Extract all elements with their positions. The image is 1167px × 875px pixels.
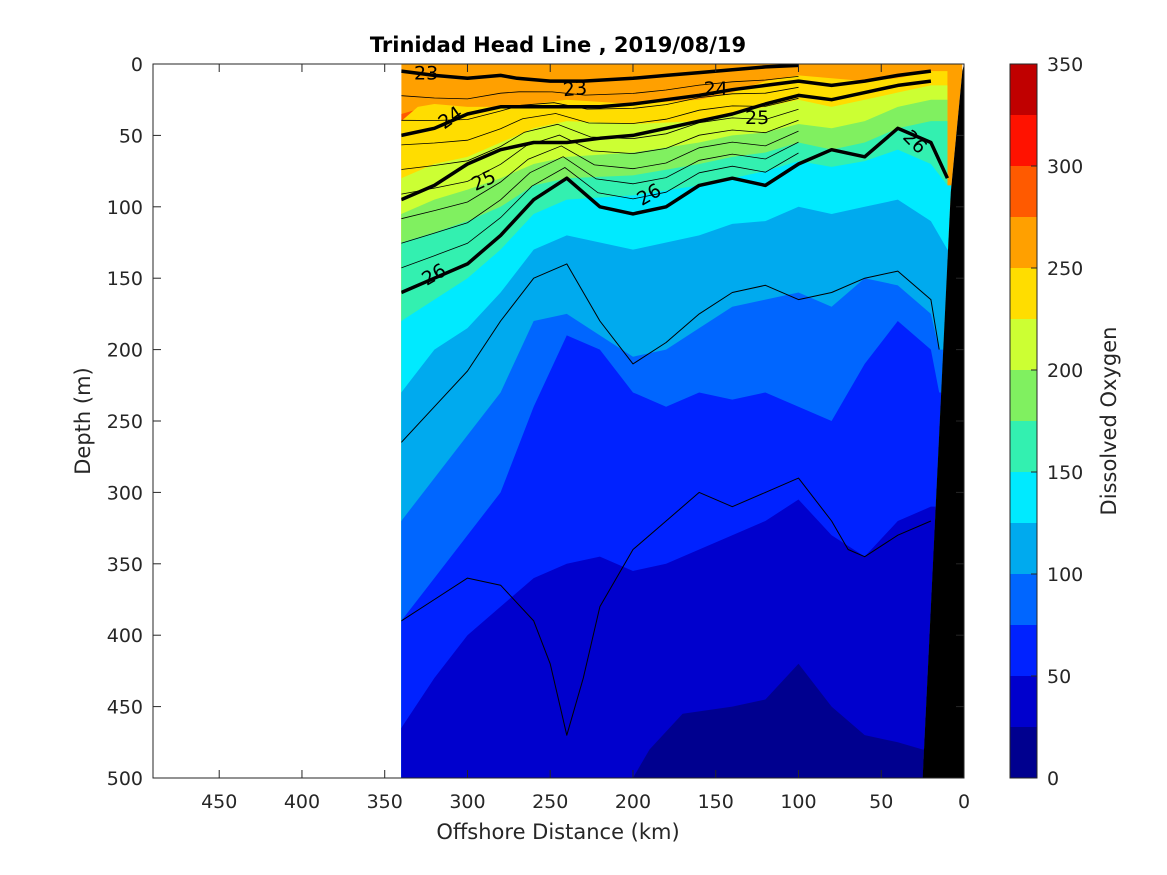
x-axis-label: Offshore Distance (km)	[436, 820, 679, 844]
colorbar-swatch	[1010, 574, 1037, 625]
y-tick-label: 250	[107, 411, 143, 433]
y-axis: 0 50 100 150 200 250 300 350 400 450 500	[107, 54, 964, 790]
colorbar-tick-label: 300	[1047, 156, 1083, 178]
chart-title: Trinidad Head Line , 2019/08/19	[370, 33, 746, 57]
x-tick-label: 50	[869, 791, 893, 813]
colorbar-swatch	[1010, 166, 1037, 217]
colorbar-tick-label: 200	[1047, 360, 1083, 382]
x-tick-label: 100	[780, 791, 816, 813]
y-tick-label: 500	[107, 768, 143, 790]
density-contour	[401, 97, 799, 146]
density-contour	[401, 64, 799, 83]
density-contour	[401, 263, 940, 443]
colorbar-swatch	[1010, 625, 1037, 676]
colorbar-swatch	[1010, 523, 1037, 574]
y-tick-label: 150	[107, 268, 143, 290]
y-tick-label: 50	[119, 125, 143, 147]
colorbar	[1009, 63, 1038, 779]
seafloor-bathymetry	[922, 64, 964, 778]
y-tick-label: 300	[107, 482, 143, 504]
y-tick-label: 100	[107, 197, 143, 219]
density-contour	[401, 108, 799, 170]
colorbar-ticks: 0 50 100 150 200 250 300 350	[1031, 54, 1083, 790]
colorbar-tick-label: 250	[1047, 258, 1083, 280]
colorbar-frame	[1009, 63, 1038, 779]
x-tick-label: 250	[532, 791, 568, 813]
contour-label: 23	[562, 77, 588, 101]
density-contour	[401, 86, 799, 121]
contour-label: 25	[745, 107, 769, 129]
colorbar-swatch	[1010, 727, 1037, 778]
y-tick-label: 200	[107, 340, 143, 362]
contour-label: 24	[704, 78, 728, 100]
density-contour	[401, 130, 799, 220]
x-axis: 450 400 350 300 250 200 150 100 50 0	[201, 64, 970, 813]
x-tick-label: 350	[367, 791, 403, 813]
colorbar-swatch	[1010, 472, 1037, 523]
density-contour	[401, 126, 949, 295]
colorbar-tick-label: 50	[1047, 666, 1071, 688]
colorbar-swatch	[1010, 268, 1037, 319]
x-tick-label: 200	[615, 791, 651, 813]
colorbar-tick-label: 150	[1047, 462, 1083, 484]
density-contour	[401, 119, 799, 195]
x-tick-label: 400	[284, 791, 320, 813]
colorbar-tick-label: 0	[1047, 768, 1059, 790]
y-axis-label: Depth (m)	[71, 367, 95, 474]
oxygen-band	[624, 663, 940, 778]
density-contour	[401, 477, 932, 736]
density-contour-lines	[401, 64, 949, 736]
y-tick-label: 0	[131, 54, 143, 76]
density-contour	[401, 69, 932, 138]
contour-label: 23	[414, 62, 438, 84]
colorbar-swatch	[1010, 319, 1037, 370]
x-tick-label: 300	[449, 791, 485, 813]
colorbar-tick-label: 350	[1047, 54, 1083, 76]
x-tick-label: 450	[201, 791, 237, 813]
y-tick-label: 400	[107, 625, 143, 647]
colorbar-swatch	[1010, 217, 1037, 268]
density-contour	[401, 76, 799, 100]
colorbar-tick-label: 100	[1047, 564, 1083, 586]
y-tick-label: 350	[107, 554, 143, 576]
colorbar-swatch	[1010, 115, 1037, 166]
density-contour	[401, 152, 799, 269]
x-tick-label: 150	[698, 791, 734, 813]
colorbar-swatch	[1010, 676, 1037, 727]
y-tick-label: 450	[107, 697, 143, 719]
x-tick-label: 0	[958, 791, 970, 813]
colorbar-swatch	[1010, 370, 1037, 421]
density-contour	[401, 79, 932, 202]
density-contour	[401, 141, 799, 244]
colorbar-swatch	[1010, 64, 1037, 115]
colorbar-label: Dissolved Oxygen	[1097, 327, 1121, 516]
colorbar-swatch	[1010, 421, 1037, 472]
